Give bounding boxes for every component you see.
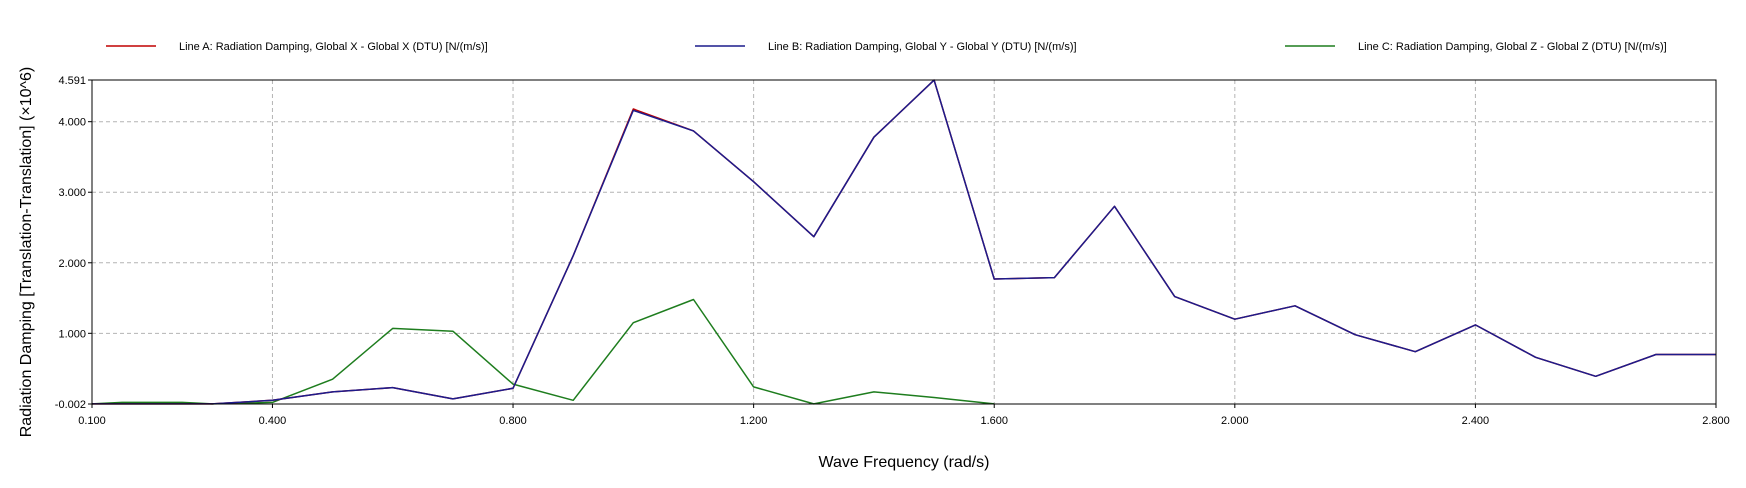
y-tick-label: 1.000 [58,328,86,340]
y-tick-label: 4.000 [58,117,86,129]
y-axis-title: Radiation Damping [Translation-Translati… [18,67,35,438]
y-tick-label: -0.002 [55,399,86,411]
x-tick-label: 0.100 [78,415,106,427]
x-tick-label: 1.200 [740,415,768,427]
x-axis: 0.100 0.400 0.800 1.200 1.600 2.000 2.400 2.800 [78,404,1730,427]
series-layer [91,79,1716,405]
y-tick-label: 4.591 [58,75,86,87]
series-line-a [92,79,1716,405]
legend-label: Line A: Radiation Damping, Global X - Gl… [179,41,488,53]
plot-frame [91,79,1717,405]
x-tick-label: 0.400 [259,415,287,427]
legend-item: Line A: Radiation Damping, Global X - Gl… [106,41,488,53]
y-tick-label: 2.000 [58,258,86,270]
x-tick-label: 2.800 [1702,415,1730,427]
y-tick-label: 3.000 [58,187,86,199]
x-tick-label: 2.000 [1221,415,1249,427]
legend-label: Line C: Radiation Damping, Global Z - Gl… [1358,41,1667,53]
y-axis: -0.002 1.000 2.000 3.000 4.000 4.591 [55,75,92,411]
grid [92,80,1716,404]
x-tick-label: 0.800 [499,415,527,427]
x-tick-label: 1.600 [980,415,1008,427]
series-line-b [92,79,1716,405]
x-tick-label: 2.400 [1462,415,1490,427]
series-line-c [91,298,995,405]
x-axis-title: Wave Frequency (rad/s) [818,454,989,471]
legend: Line A: Radiation Damping, Global X - Gl… [106,41,1667,53]
legend-item: Line C: Radiation Damping, Global Z - Gl… [1285,41,1667,53]
legend-label: Line B: Radiation Damping, Global Y - Gl… [768,41,1077,53]
legend-item: Line B: Radiation Damping, Global Y - Gl… [695,41,1077,53]
